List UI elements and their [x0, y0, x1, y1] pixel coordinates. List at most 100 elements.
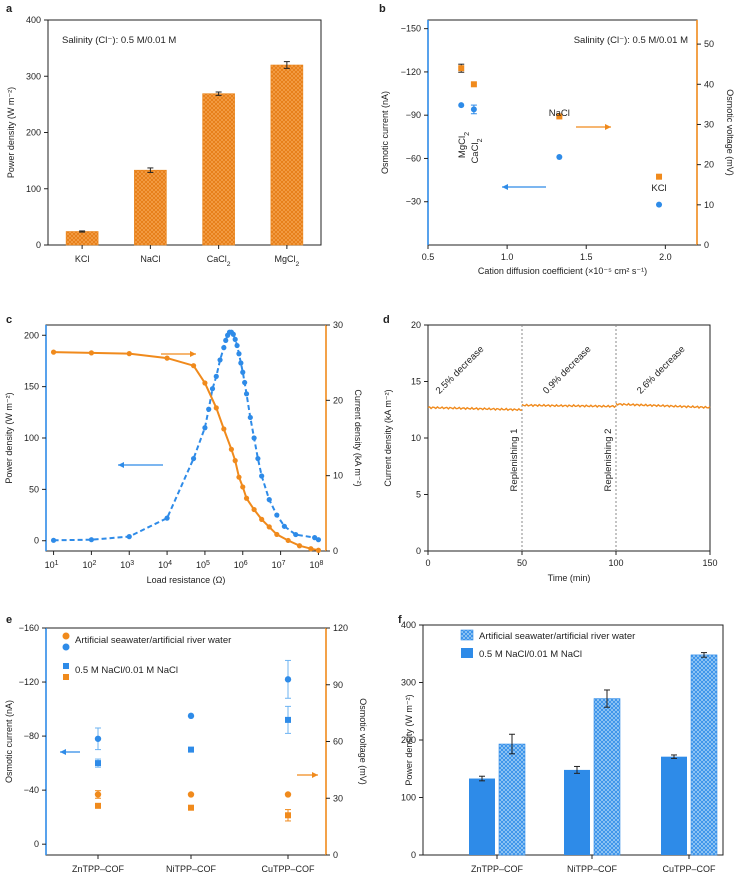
panel-c-power-point [243, 391, 250, 397]
panel-b-current-point [556, 154, 563, 161]
panel-d-replenish-label: Replenishing 1 [509, 429, 520, 492]
panel-c-power-point [281, 523, 287, 529]
panel-f-xtick-label: NiTPP–COF [567, 864, 618, 874]
panel-b-voltage-point [458, 65, 465, 72]
panel-c-power-point [251, 435, 257, 441]
panel-b-annotation: Salinity (Cl⁻): 0.5 M/0.01 M [574, 35, 688, 46]
panel-a-ytick-label: 0 [36, 240, 41, 250]
panel-c-power-point [202, 425, 208, 431]
panel-c-power-point [230, 331, 236, 337]
panel-d-ytick-label: 20 [411, 320, 421, 330]
panel-a-xtick-label: MgCl2 [274, 254, 299, 268]
panel-c-arrow-right-head [190, 351, 196, 357]
panel-b-voltage-point [470, 81, 477, 88]
panel-e-point-square [188, 746, 194, 753]
panel-d-current-trace [427, 405, 523, 412]
panel-c-ytick-left-label: 150 [24, 382, 39, 392]
panel-d-annotation: 0.9% decrease [541, 344, 594, 397]
panel-c-xtick-label: 106 [234, 560, 248, 571]
panel-d-xlabel: Time (min) [548, 573, 591, 583]
panel-b-xtick-label: 1.5 [580, 252, 593, 262]
panel-c-ylabel-right: Current density (kA m⁻²) [353, 389, 363, 486]
panel-c-current-point [202, 380, 208, 386]
panel-e-ytick-left-label: −80 [24, 731, 39, 741]
panel-c-current-point [285, 537, 291, 544]
panel-e-point-circle [284, 676, 292, 683]
panel-c-current-point [315, 547, 322, 553]
panel-b-ytick-left-label: −150 [401, 24, 421, 34]
panel-c-current-point [164, 355, 170, 361]
panel-c-current-point [236, 474, 242, 480]
panel-c-ytick-right-label: 20 [333, 395, 343, 405]
panel-c-power-point [232, 336, 238, 342]
panel-e-point-square [188, 804, 194, 811]
panel-a-bar [270, 64, 304, 246]
panel-c-power-point [217, 357, 223, 363]
panel-a-xtick-label: KCl [75, 254, 90, 264]
panel-f-bar-seawater [498, 743, 526, 856]
panel-b-current-point [458, 102, 465, 109]
panel-b-voltage-point [656, 173, 663, 180]
panel-b-xtick-label: 0.5 [422, 252, 435, 262]
panel-c-power-point [206, 406, 212, 412]
panel-c-power-point [293, 531, 299, 538]
panel-c-ytick-right-label: 10 [333, 471, 343, 481]
panel-d-annotation: 2.6% decrease [635, 344, 688, 397]
panel-d-annotation: 2.5% decrease [434, 344, 487, 397]
panel-b-ytick-left-label: −30 [406, 197, 421, 207]
panel-b-ylabel-left: Osmotic current (nA) [380, 91, 390, 174]
panel-a-xtick-label: NaCl [140, 254, 160, 264]
panel-b-arrow-right-head [605, 124, 611, 130]
panel-c-ytick-left-label: 0 [34, 536, 39, 546]
panel-f-ytick-label: 200 [401, 735, 416, 745]
panel-c-letter: c [6, 314, 12, 326]
panel-c-ytick-left-label: 200 [24, 330, 39, 340]
panel-b-ytick-right-label: 0 [704, 240, 709, 250]
panel-b-ytick-right-label: 40 [704, 79, 714, 89]
panel-c-xtick-label: 104 [158, 560, 172, 571]
panel-c-current-point [266, 524, 272, 530]
panel-f-ytick-label: 300 [401, 678, 416, 688]
panel-e-point-square [95, 802, 101, 809]
panel-b-point-label: NaCl [549, 108, 570, 119]
panel-f-xtick-label: CuTPP–COF [662, 864, 716, 874]
panel-c-power-point [190, 455, 197, 462]
panel-b-ytick-right-label: 20 [704, 160, 714, 170]
panel-c-current-point [50, 349, 57, 355]
panel-e-point-square [285, 812, 291, 819]
panel-e-point-square [285, 716, 291, 723]
panel-e-ytick-right-label: 60 [333, 737, 343, 747]
panel-e-legend-label: Artificial seawater/artificial river wat… [75, 635, 231, 646]
panel-f-bar-nacl [564, 769, 590, 855]
panel-f-bar-nacl [661, 756, 687, 855]
panel-c-power-point [223, 337, 229, 344]
panel-e-letter: e [6, 614, 12, 626]
panel-c-power-point [50, 537, 57, 543]
panel-c-current-point [308, 546, 314, 552]
panel-c-power-point [221, 345, 227, 351]
panel-c-current-point [88, 350, 95, 356]
panel-c-ytick-left-label: 50 [29, 484, 39, 494]
panel-c-current-point [240, 484, 246, 490]
panel-a-ytick-label: 200 [26, 128, 41, 138]
panel-e-frame [45, 627, 327, 856]
panel-b-ytick-right-label: 30 [704, 119, 714, 129]
panel-c-power-point [209, 386, 216, 392]
panel-c-current-point [221, 426, 227, 432]
panel-a-bar [134, 169, 167, 246]
panel-c-power-point [240, 369, 246, 375]
panel-c-current-point [259, 516, 265, 522]
panel-a-ylabel: Power density (W m⁻²) [6, 87, 16, 178]
panel-e-legend-marker [63, 674, 69, 680]
panel-b-ytick-left-label: −90 [406, 110, 421, 120]
panel-e-ytick-left-label: −40 [24, 785, 39, 795]
panel-b-ytick-left-label: −120 [401, 67, 421, 77]
panel-a-ytick-label: 300 [26, 71, 41, 81]
panel-d-letter: d [383, 314, 390, 326]
panel-e-ytick-right-label: 120 [333, 623, 348, 633]
panel-c-power-point [259, 473, 265, 479]
panel-c-xtick-label: 105 [196, 560, 210, 571]
panel-c-current-fit [53, 351, 319, 552]
panel-b-ytick-right-label: 50 [704, 39, 714, 49]
panel-c-ytick-right-label: 0 [333, 546, 338, 556]
